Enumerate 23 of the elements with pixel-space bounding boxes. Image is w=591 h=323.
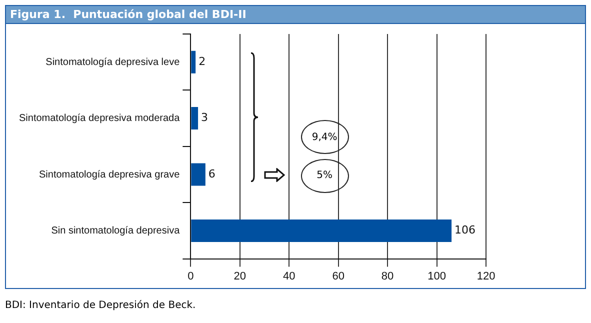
y-tick-label: Sintomatología depresiva moderada (19, 113, 180, 124)
x-tick-label: 100 (428, 270, 446, 282)
bar (191, 107, 198, 130)
y-tick-label: Sintomatología depresiva grave (39, 169, 180, 180)
bar (191, 163, 206, 186)
chart-title: Figura 1. Puntuación global del BDI-II (6, 6, 585, 24)
y-tick-label: Sintomatología depresiva leve (46, 56, 180, 68)
x-tick-label: 0 (188, 270, 194, 282)
ellipse-outline: 5% (300, 158, 349, 192)
x-tick-label: 120 (476, 270, 496, 282)
y-tick-label: Sin sintomatología depresiva (51, 225, 180, 236)
text: BDI: Inventario de Depresión de Beck. (5, 300, 196, 311)
data-label: 106 (454, 224, 476, 237)
x-tick-label: 80 (381, 270, 394, 282)
ellipse-outline: 9,4% (300, 120, 349, 154)
data-label: 2 (198, 54, 206, 68)
data-label: 6 (208, 167, 216, 180)
bar (191, 219, 452, 242)
x-tick-label: 40 (282, 270, 296, 282)
data-label: 3 (201, 111, 208, 124)
bar (191, 50, 196, 74)
x-tick-label: 20 (234, 270, 246, 282)
x-tick-label: 60 (332, 270, 344, 282)
